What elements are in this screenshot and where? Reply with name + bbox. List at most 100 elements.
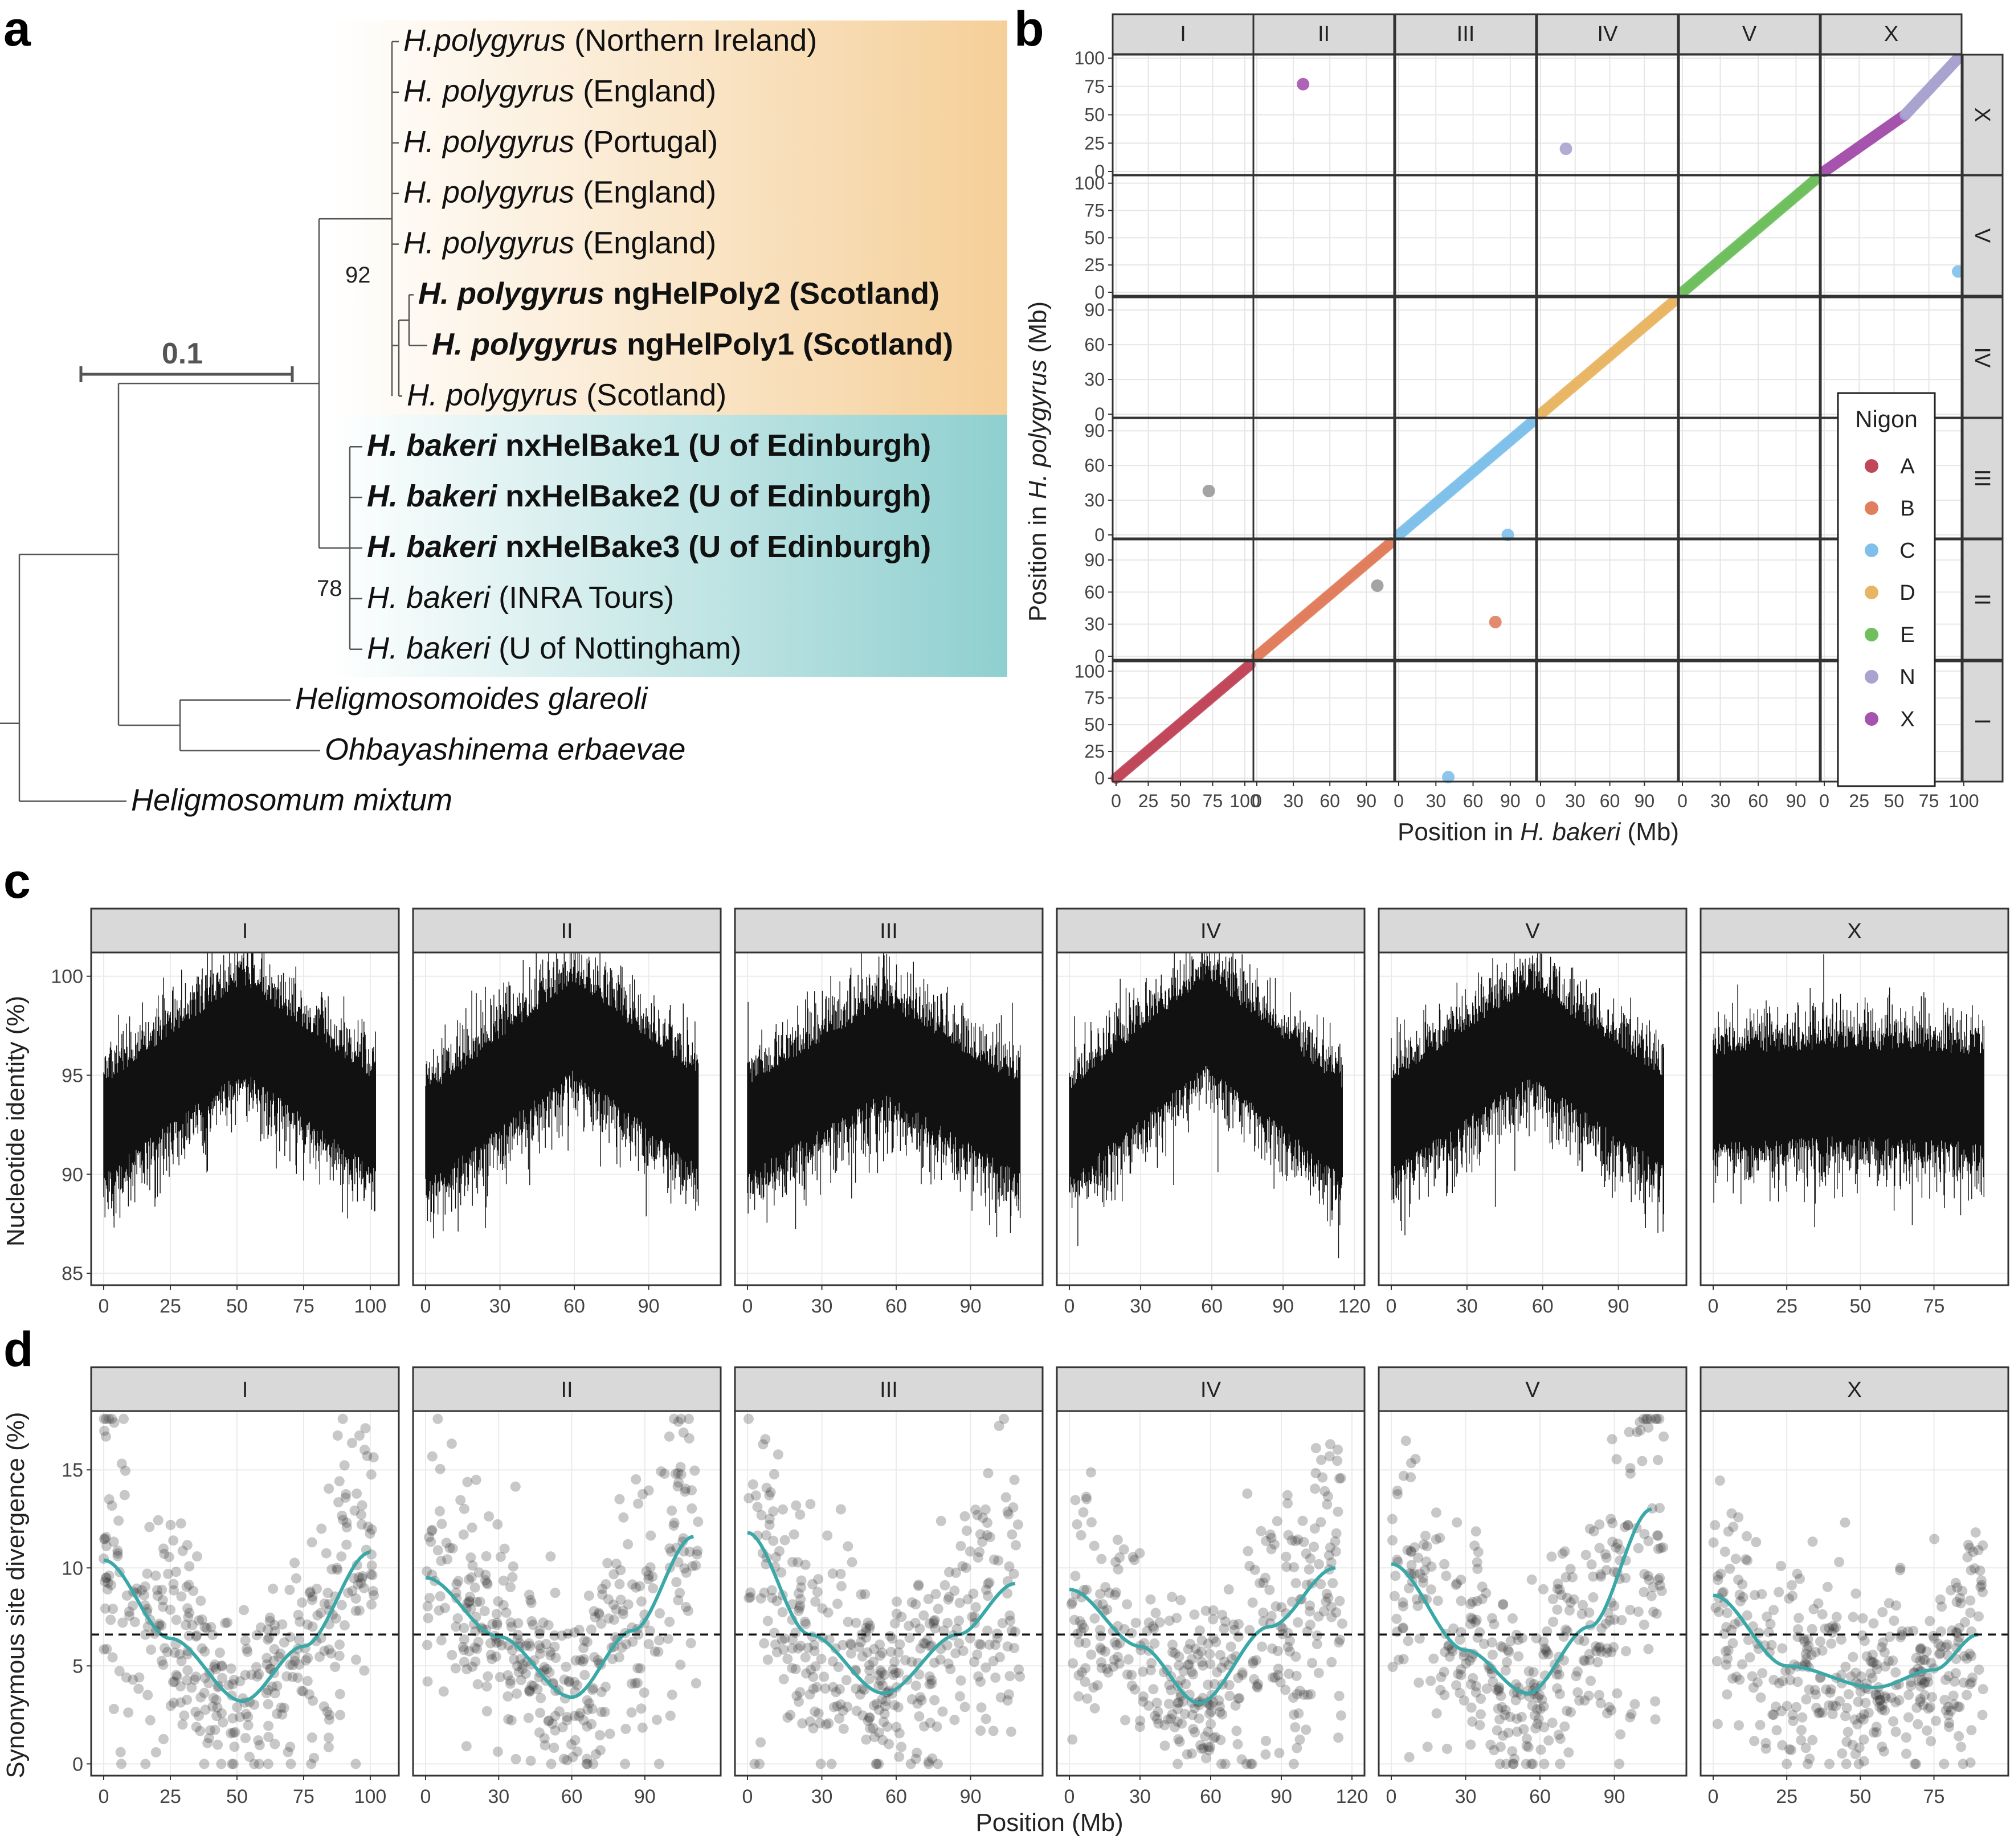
divergence-point [1848,1651,1858,1662]
divergence-point [626,1707,637,1718]
divergence-point [157,1584,168,1595]
divergence-point [1249,1564,1260,1575]
divergence-point [1109,1637,1120,1647]
divergence-point [543,1620,554,1630]
divergence-point [1206,1719,1216,1730]
divergence-point [277,1709,288,1720]
divergence-point [957,1561,968,1572]
divergence-point [1637,1455,1648,1466]
divergence-facet-strip [90,1366,400,1412]
divergence-point [1728,1522,1739,1532]
divergence-point [578,1656,589,1667]
divergence-point [1734,1674,1745,1685]
divergence-point [1422,1741,1433,1752]
divergence-point [508,1561,518,1572]
dotplot-y-tick-label: 75 [1084,76,1105,97]
identity-x-tick-label: 25 [1776,1295,1797,1317]
divergence-point [101,1572,112,1583]
divergence-point [1922,1671,1933,1682]
divergence-point [502,1670,513,1681]
divergence-point [1070,1495,1081,1506]
divergence-point [1591,1641,1601,1652]
divergence-point [435,1463,446,1474]
divergence-point [1611,1454,1622,1465]
divergence-point [1906,1681,1917,1691]
divergence-point [1459,1650,1469,1661]
divergence-point [1766,1640,1777,1650]
divergence-point [797,1718,808,1729]
divergence-point [1976,1580,1987,1591]
divergence-facet-strip-label: III [880,1378,898,1402]
divergence-point [1865,1656,1876,1666]
divergence-point [1867,1649,1878,1660]
divergence-point [534,1727,545,1738]
divergence-point [165,1604,175,1615]
divergence-point [583,1591,594,1601]
leaf-species: H. polygyrus [403,175,574,210]
divergence-point [856,1589,867,1600]
divergence-point [875,1639,885,1650]
divergence-point [347,1585,358,1596]
divergence-x-tick-label: 30 [488,1786,509,1808]
divergence-point [1153,1706,1163,1717]
divergence-point [982,1591,993,1601]
divergence-point [1595,1641,1605,1652]
divergence-point [1870,1690,1881,1701]
divergence-point [525,1755,536,1766]
divergence-point [862,1647,873,1658]
divergence-point [1726,1508,1737,1519]
divergence-point [1831,1622,1841,1633]
divergence-point [1167,1647,1178,1658]
divergence-point [227,1759,237,1769]
divergence-point [1472,1596,1482,1606]
divergence-point [459,1657,469,1667]
divergence-point [182,1694,193,1705]
divergence-point [1588,1571,1599,1582]
divergence-point [1208,1633,1219,1644]
divergence-point [1217,1609,1228,1620]
divergence-point [1205,1742,1216,1753]
divergence-point [994,1652,1005,1662]
divergence-point [823,1607,834,1618]
divergence-point [1333,1506,1343,1517]
divergence-point [745,1592,756,1602]
divergence-point [603,1594,614,1605]
divergence-point [1960,1617,1970,1628]
divergence-point [99,1413,109,1424]
divergence-point [615,1565,626,1576]
divergence-point [810,1706,820,1717]
divergence-point [918,1610,929,1621]
divergence-point [1977,1710,1988,1720]
divergence-point [988,1554,999,1565]
divergence-point [210,1659,220,1670]
divergence-point [168,1535,179,1546]
divergence-point [550,1588,561,1598]
divergence-point [211,1711,222,1722]
divergence-point [1725,1563,1735,1574]
dotplot-facet-border [1820,174,1963,297]
divergence-point [1651,1608,1662,1619]
identity-facet-border [1378,951,1688,1286]
divergence-point [1176,1718,1187,1729]
divergence-facet-strip [1056,1366,1366,1412]
divergence-point [133,1683,144,1694]
divergence-point [491,1651,501,1662]
divergence-point [1251,1655,1261,1666]
divergence-point [1170,1722,1180,1732]
divergence-point [284,1584,295,1595]
divergence-point [1428,1653,1439,1664]
divergence-point [525,1594,536,1605]
divergence-point [152,1585,162,1596]
divergence-point [894,1639,905,1650]
divergence-point [509,1654,520,1665]
divergence-point [107,1413,117,1424]
identity-x-tick-label: 60 [1201,1295,1223,1317]
divergence-point [546,1759,557,1769]
divergence-point [350,1759,361,1769]
divergence-point [1112,1535,1123,1546]
divergence-point [1888,1655,1898,1666]
divergence-point [955,1675,966,1686]
identity-facet-strip [90,907,400,954]
divergence-point [171,1567,182,1577]
dotplot-column-strip [1820,13,1963,55]
